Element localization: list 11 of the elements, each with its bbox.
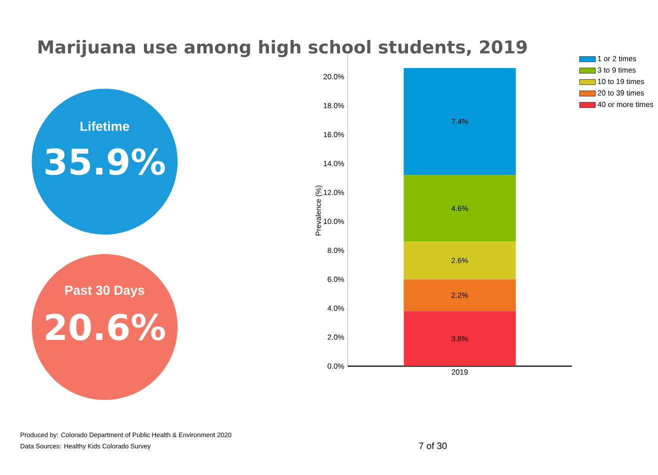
bar [404,311,516,366]
text: 20.6% [46,314,165,341]
bar [404,175,516,242]
text: 7 of 30 [419,442,447,450]
chart-title: Marijuana use among high school students, 2019 [38,40,527,58]
bar [404,68,516,176]
text: Lifetime [80,122,130,132]
bar [404,279,516,312]
text: 35.9% [46,148,165,176]
text: Past 30 Days [65,286,144,298]
bar [404,242,516,280]
